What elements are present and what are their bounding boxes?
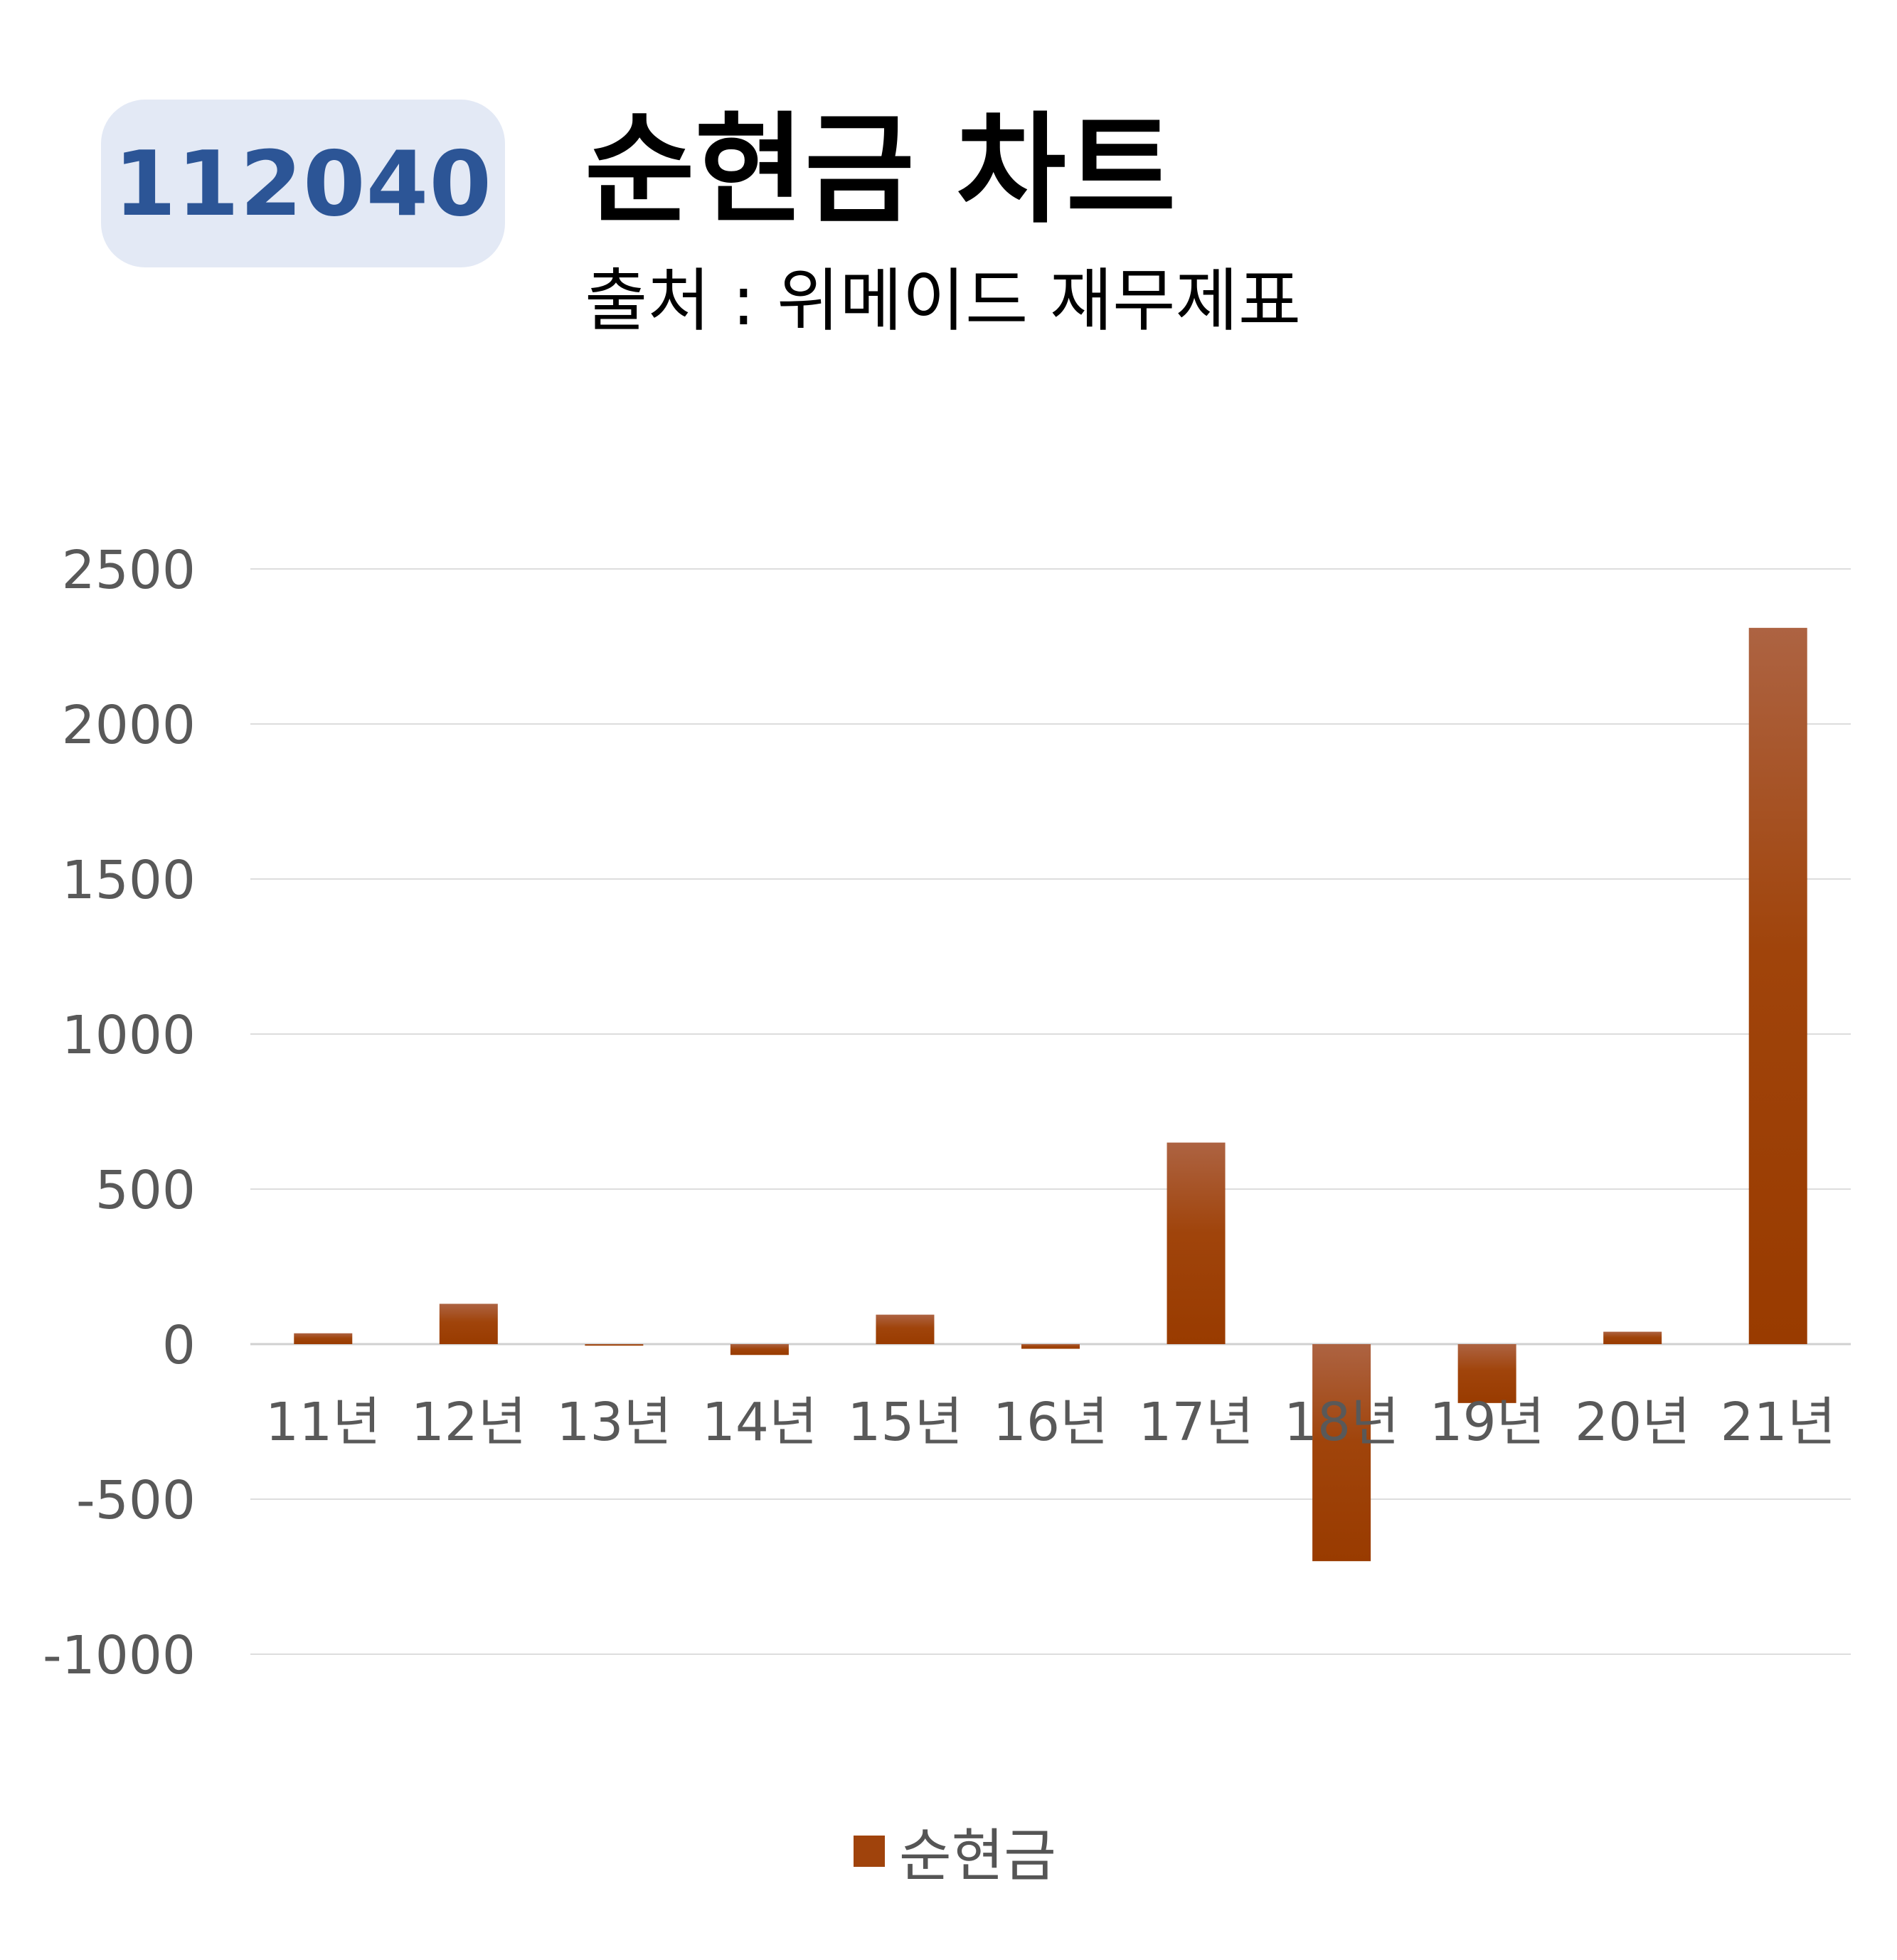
x-tick-label: 19년	[1430, 1392, 1545, 1453]
legend: 순현금	[854, 1810, 1056, 1892]
bar-17년	[1167, 1142, 1226, 1344]
x-tick-label: 20년	[1575, 1392, 1690, 1453]
x-axis-ticks: 11년 12년 13년 14년 15년 16년 17년 18년 19년 20년 21년	[265, 1392, 1836, 1453]
x-tick-label: 11년	[265, 1392, 381, 1453]
y-tick-label: -500	[76, 1470, 196, 1531]
legend-label: 순현금	[899, 1823, 1056, 1889]
y-tick-label: -1000	[43, 1625, 196, 1686]
bar-20년	[1603, 1331, 1662, 1344]
y-tick-label: 500	[95, 1160, 196, 1221]
bar-21년	[1748, 627, 1807, 1344]
bar-18년	[1312, 1344, 1371, 1562]
x-tick-label: 21년	[1721, 1392, 1836, 1453]
x-tick-label: 14년	[702, 1392, 817, 1453]
x-tick-label: 17년	[1138, 1392, 1253, 1453]
y-tick-label: 1500	[62, 850, 196, 911]
x-tick-label: 12년	[411, 1392, 526, 1453]
stock-code-badge: 112040	[101, 100, 505, 267]
bar-12년	[439, 1304, 498, 1344]
grid-lines	[250, 568, 1851, 1655]
x-tick-label: 16년	[993, 1392, 1108, 1453]
stock-code: 112040	[113, 131, 493, 236]
bar-13년	[585, 1344, 644, 1346]
y-axis-ticks: 2500 2000 1500 1000 500 0 -500 -1000	[43, 540, 196, 1686]
y-tick-label: 2500	[62, 540, 196, 601]
bar-19년	[1457, 1344, 1516, 1403]
bar-16년	[1021, 1344, 1080, 1349]
bar-14년	[730, 1344, 789, 1356]
chart-subtitle: 출처 : 위메이드 재무제표	[585, 261, 1302, 341]
x-tick-label: 13년	[556, 1392, 671, 1453]
y-tick-label: 2000	[62, 695, 196, 756]
bar-15년	[876, 1314, 935, 1344]
bars	[294, 627, 1807, 1562]
x-tick-label: 15년	[847, 1392, 962, 1453]
y-tick-label: 0	[162, 1315, 196, 1376]
chart-title: 순현금 차트	[585, 100, 1176, 240]
bar-11년	[294, 1333, 353, 1344]
y-tick-label: 1000	[62, 1005, 196, 1066]
x-tick-label: 18년	[1284, 1392, 1399, 1453]
legend-swatch	[854, 1836, 885, 1867]
